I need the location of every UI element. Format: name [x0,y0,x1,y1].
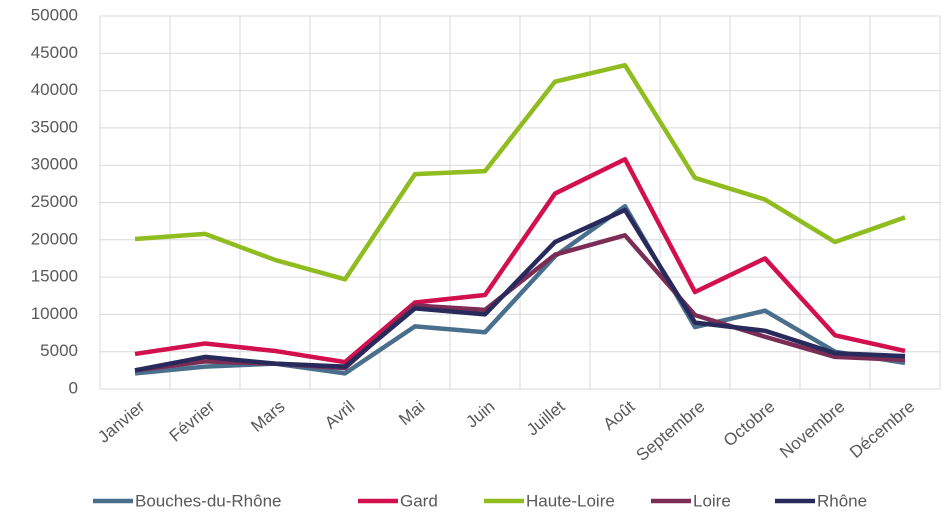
x-tick-label: Mai [395,397,428,429]
y-tick-label: 15000 [31,267,78,286]
y-tick-label: 30000 [31,155,78,174]
y-tick-label: 10000 [31,304,78,323]
x-tick-label: Janvier [94,397,148,447]
y-tick-label: 45000 [31,43,78,62]
y-tick-label: 50000 [31,5,78,24]
x-tick-label: Avril [321,397,358,433]
x-tick-label: Septembre [633,397,709,465]
y-tick-label: 20000 [31,229,78,248]
x-tick-label: Février [166,397,219,446]
legend-label: Bouches-du-Rhône [135,491,281,510]
y-tick-label: 25000 [31,192,78,211]
y-tick-label: 35000 [31,117,78,136]
x-tick-label: Mars [247,397,288,436]
x-tick-label: Août [599,397,638,434]
y-tick-label: 0 [69,378,78,397]
series-line [134,207,906,373]
legend-label: Haute-Loire [526,491,615,510]
x-tick-label: Décembre [846,397,918,462]
x-tick-label: Octobre [720,397,779,450]
legend-label: Gard [400,491,438,510]
x-tick-label: Novembre [776,397,848,462]
y-tick-label: 5000 [40,341,78,360]
series-line [134,62,906,282]
x-tick-label: Juin [462,397,498,432]
series-line [134,156,906,365]
legend-label: Rhône [817,491,867,510]
legend-label: Loire [693,491,731,510]
y-tick-label: 40000 [31,80,78,99]
x-tick-label: Juillet [523,397,569,440]
